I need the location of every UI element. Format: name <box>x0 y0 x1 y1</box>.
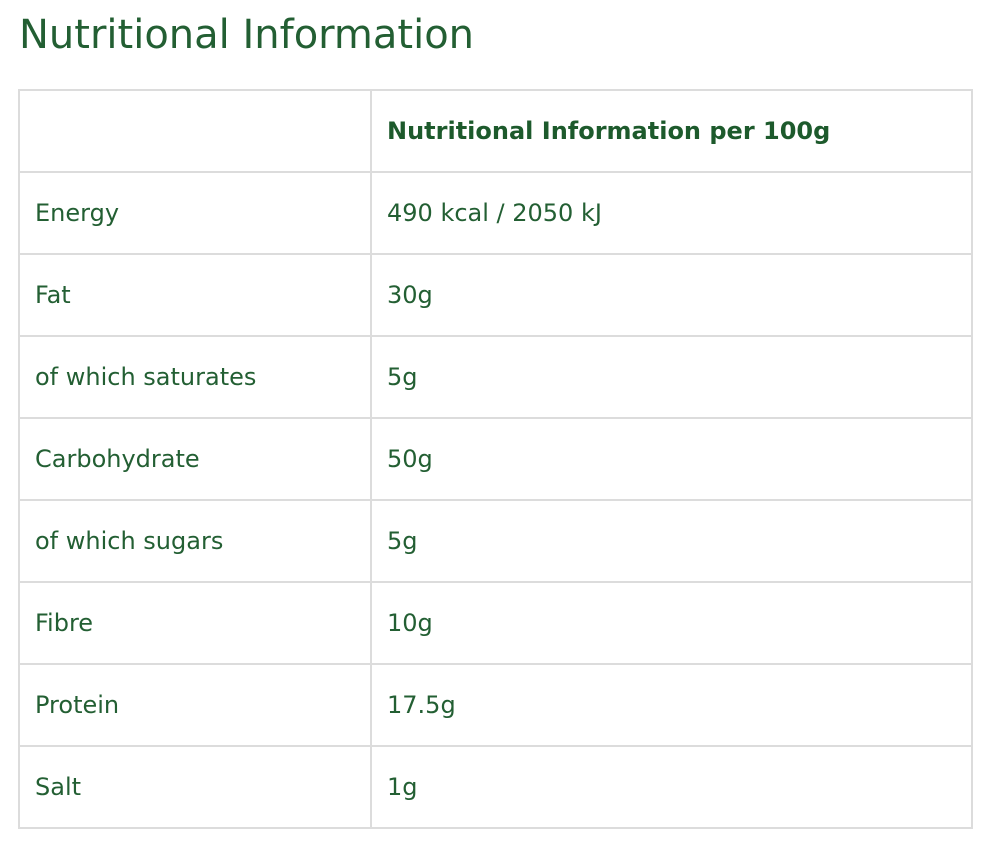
nutrient-value: 30g <box>370 253 973 337</box>
table-row: of which saturates 5g <box>18 335 973 419</box>
nutrient-value: 490 kcal / 2050 kJ <box>370 171 973 255</box>
nutrient-label: of which sugars <box>18 499 372 583</box>
nutrient-value: 1g <box>370 745 973 829</box>
table-row: Fat 30g <box>18 253 973 337</box>
nutrient-label: Fat <box>18 253 372 337</box>
header-value-cell: Nutritional Information per 100g <box>370 89 973 173</box>
nutrient-value: 10g <box>370 581 973 665</box>
nutrient-label: Protein <box>18 663 372 747</box>
header-label-cell <box>18 89 372 173</box>
table-row: Protein 17.5g <box>18 663 973 747</box>
nutrient-value: 17.5g <box>370 663 973 747</box>
nutrient-label: of which saturates <box>18 335 372 419</box>
table-header-row: Nutritional Information per 100g <box>18 89 973 173</box>
table-row: Fibre 10g <box>18 581 973 665</box>
table-row: Energy 490 kcal / 2050 kJ <box>18 171 973 255</box>
nutrient-label: Energy <box>18 171 372 255</box>
table-row: of which sugars 5g <box>18 499 973 583</box>
nutrient-label: Carbohydrate <box>18 417 372 501</box>
nutrient-value: 50g <box>370 417 973 501</box>
nutrient-value: 5g <box>370 335 973 419</box>
nutrient-label: Salt <box>18 745 372 829</box>
nutrient-label: Fibre <box>18 581 372 665</box>
page-title: Nutritional Information <box>19 12 475 58</box>
table-row: Carbohydrate 50g <box>18 417 973 501</box>
table-row: Salt 1g <box>18 745 973 829</box>
nutrition-table: Nutritional Information per 100g Energy … <box>18 89 973 829</box>
nutrient-value: 5g <box>370 499 973 583</box>
